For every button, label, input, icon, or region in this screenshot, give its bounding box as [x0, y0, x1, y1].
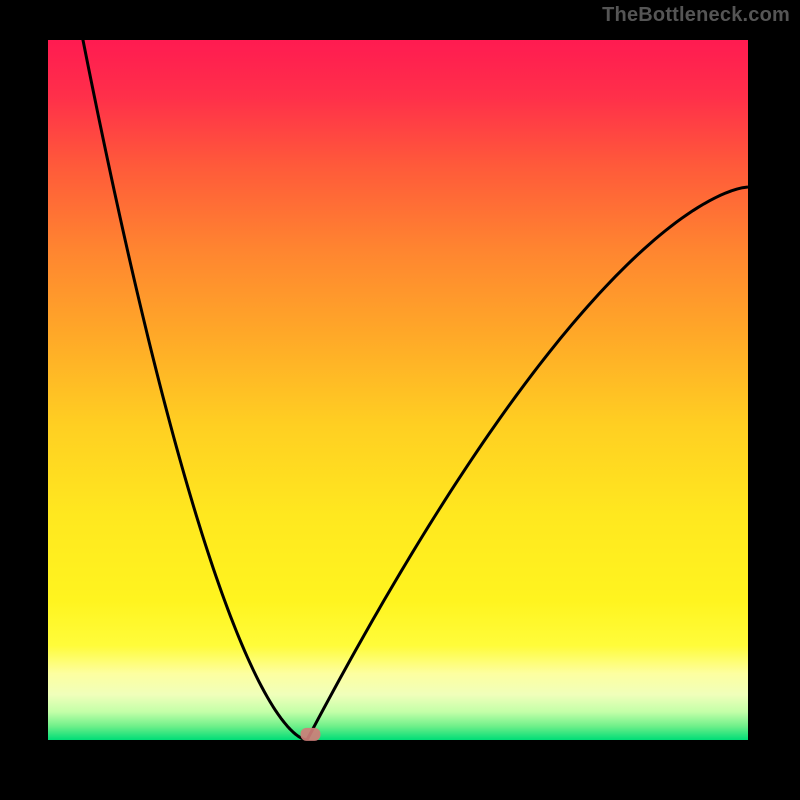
chart-container: TheBottleneck.com [0, 0, 800, 800]
watermark-text: TheBottleneck.com [602, 4, 790, 27]
plot-area [48, 40, 748, 740]
optimal-point-marker [301, 728, 321, 741]
bottleneck-chart [0, 0, 800, 800]
